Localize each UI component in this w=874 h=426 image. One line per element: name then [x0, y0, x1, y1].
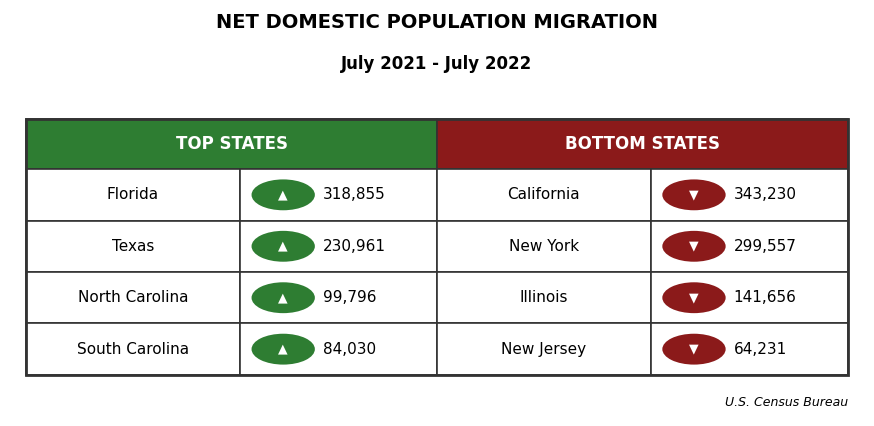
Text: North Carolina: North Carolina: [78, 290, 188, 305]
Text: ▼: ▼: [690, 343, 699, 356]
Text: 64,231: 64,231: [733, 342, 787, 357]
Text: New Jersey: New Jersey: [502, 342, 586, 357]
Text: ▲: ▲: [279, 291, 288, 304]
Text: ▲: ▲: [279, 343, 288, 356]
Text: Texas: Texas: [112, 239, 154, 254]
Text: 99,796: 99,796: [323, 290, 376, 305]
Text: U.S. Census Bureau: U.S. Census Bureau: [725, 396, 848, 409]
Text: NET DOMESTIC POPULATION MIGRATION: NET DOMESTIC POPULATION MIGRATION: [216, 13, 658, 32]
Text: California: California: [508, 187, 580, 202]
Text: ▲: ▲: [279, 188, 288, 201]
Text: ▲: ▲: [279, 240, 288, 253]
Text: Illinois: Illinois: [519, 290, 568, 305]
Text: 141,656: 141,656: [733, 290, 796, 305]
Text: Florida: Florida: [107, 187, 159, 202]
Text: ▼: ▼: [690, 188, 699, 201]
Text: BOTTOM STATES: BOTTOM STATES: [565, 135, 720, 153]
Text: 230,961: 230,961: [323, 239, 385, 254]
Text: 84,030: 84,030: [323, 342, 376, 357]
Text: 318,855: 318,855: [323, 187, 385, 202]
Text: 343,230: 343,230: [733, 187, 796, 202]
Text: ▼: ▼: [690, 291, 699, 304]
Text: New York: New York: [509, 239, 579, 254]
Text: TOP STATES: TOP STATES: [176, 135, 288, 153]
Text: South Carolina: South Carolina: [77, 342, 189, 357]
Text: July 2021 - July 2022: July 2021 - July 2022: [342, 55, 532, 73]
Text: ▼: ▼: [690, 240, 699, 253]
Text: 299,557: 299,557: [733, 239, 796, 254]
